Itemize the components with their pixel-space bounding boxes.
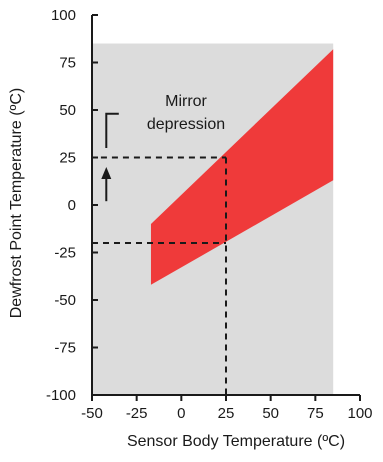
annotation-leader [105, 112, 119, 148]
depression-band [150, 49, 334, 285]
x-tick-label: -25 [126, 405, 148, 422]
x-tick-label: 75 [307, 405, 324, 422]
y-tick-label: 75 [59, 55, 76, 72]
x-tick-label: 25 [218, 405, 235, 422]
annotation-line-2: depression [147, 116, 225, 133]
x-tick-label: 0 [177, 405, 185, 422]
x-axis-title: Sensor Body Temperature (ºC) [127, 433, 345, 450]
x-tick-label: 50 [262, 405, 279, 422]
y-tick-label: 0 [68, 197, 76, 214]
y-tick-label: -100 [46, 387, 76, 404]
x-tick-label: 100 [347, 405, 372, 422]
y-tick-label: -75 [54, 340, 76, 357]
x-tick-label: -50 [81, 405, 103, 422]
y-tick-label: 25 [59, 150, 76, 167]
y-axis-title: Dewfrost Point Temperature (ºC) [8, 88, 25, 319]
annotation-line-1: Mirror [165, 93, 207, 110]
y-tick-label: 100 [51, 7, 76, 24]
depression-arrow-head [101, 167, 112, 179]
y-tick-label: 50 [59, 102, 76, 119]
y-tick-label: -50 [54, 292, 76, 309]
y-tick-label: -25 [54, 245, 76, 262]
